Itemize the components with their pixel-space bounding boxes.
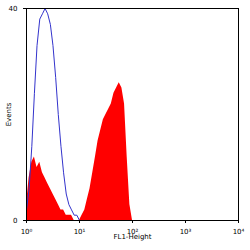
svg-text:10⁴: 10⁴	[233, 228, 245, 236]
svg-text:Events: Events	[5, 102, 13, 126]
svg-text:40: 40	[9, 5, 18, 13]
svg-text:10³: 10³	[180, 228, 192, 236]
svg-text:0: 0	[13, 217, 17, 225]
svg-text:10⁰: 10⁰	[21, 228, 33, 236]
svg-text:FL1-Height: FL1-Height	[113, 233, 151, 241]
svg-text:10¹: 10¹	[74, 228, 86, 236]
